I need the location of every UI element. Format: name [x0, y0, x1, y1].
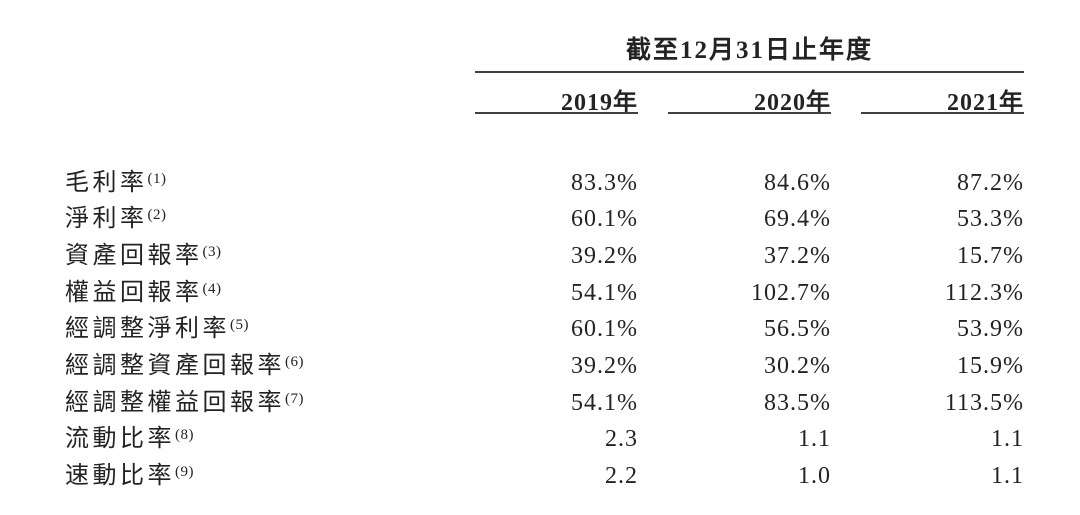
value-2020: 56.5%: [764, 316, 831, 343]
column-header-2020: 2020年: [754, 90, 831, 116]
footnote-ref: (4): [202, 280, 222, 297]
value-2021: 53.3%: [957, 206, 1024, 233]
header-rule: [475, 71, 1024, 73]
table-row: 速動比率(9) 2.2 1.0 1.1: [0, 458, 1080, 495]
column-header-2021: 2021年: [947, 90, 1024, 116]
value-2021: 15.7%: [957, 242, 1024, 269]
value-2020: 30.2%: [764, 353, 831, 380]
column-rule-2019: [475, 112, 638, 114]
period-header: 截至12月31日止年度: [625, 37, 873, 64]
row-label: 經調整資產回報率(6): [65, 348, 304, 385]
value-2019: 39.2%: [571, 353, 638, 380]
footnote-ref: (3): [202, 243, 222, 260]
row-label: 經調整淨利率(5): [65, 311, 249, 348]
table-row: 經調整權益回報率(7) 54.1% 83.5% 113.5%: [0, 385, 1080, 422]
value-2020: 1.0: [798, 463, 831, 490]
metric-name: 資產回報率: [65, 242, 203, 269]
row-label: 資產回報率(3): [65, 238, 222, 275]
metric-name: 速動比率: [65, 463, 175, 490]
value-2019: 2.2: [605, 463, 638, 490]
table-row: 權益回報率(4) 54.1% 102.7% 112.3%: [0, 275, 1080, 312]
footnote-ref: (6): [285, 354, 304, 371]
row-label: 流動比率(8): [65, 421, 194, 458]
value-2020: 69.4%: [764, 206, 831, 233]
value-2021: 1.1: [991, 426, 1024, 453]
footnote-ref: (2): [147, 207, 167, 224]
footnote-ref: (5): [230, 317, 249, 334]
table-row: 資產回報率(3) 39.2% 37.2% 15.7%: [0, 238, 1080, 275]
row-label: 速動比率(9): [65, 458, 194, 495]
row-label: 淨利率(2): [65, 201, 167, 238]
value-2020: 84.6%: [764, 169, 831, 196]
value-2019: 2.3: [605, 426, 638, 453]
value-2019: 60.1%: [571, 316, 638, 343]
row-label: 經調整權益回報率(7): [65, 385, 304, 422]
value-2020: 1.1: [798, 426, 831, 453]
footnote-ref: (9): [175, 464, 194, 481]
metric-name: 經調整資產回報率: [65, 353, 285, 380]
table-row: 毛利率(1) 83.3% 84.6% 87.2%: [0, 165, 1080, 202]
footnote-ref: (8): [175, 427, 194, 444]
column-rule-2021: [861, 112, 1024, 114]
value-2020: 83.5%: [764, 389, 831, 416]
table-row: 流動比率(8) 2.3 1.1 1.1: [0, 421, 1080, 458]
metric-name: 流動比率: [65, 426, 175, 453]
value-2021: 113.5%: [944, 389, 1024, 416]
metric-name: 經調整權益回報率: [65, 389, 285, 416]
value-2021: 87.2%: [957, 169, 1024, 196]
footnote-ref: (7): [285, 390, 304, 407]
value-2021: 15.9%: [957, 353, 1024, 380]
value-2021: 1.1: [991, 463, 1024, 490]
metric-name: 毛利率: [65, 169, 148, 196]
table-row: 經調整資產回報率(6) 39.2% 30.2% 15.9%: [0, 348, 1080, 385]
footnote-ref: (1): [147, 170, 167, 187]
value-2019: 39.2%: [571, 242, 638, 269]
table-body: 毛利率(1) 83.3% 84.6% 87.2% 淨利率(2) 60.1% 69…: [0, 165, 1080, 495]
column-rule-2020: [668, 112, 831, 114]
value-2019: 60.1%: [571, 206, 638, 233]
row-label: 權益回報率(4): [65, 275, 222, 312]
value-2021: 53.9%: [957, 316, 1024, 343]
value-2019: 54.1%: [571, 389, 638, 416]
value-2019: 83.3%: [571, 169, 638, 196]
value-2020: 37.2%: [764, 242, 831, 269]
row-label: 毛利率(1): [65, 165, 167, 202]
column-header-2019: 2019年: [561, 90, 638, 116]
table-row: 淨利率(2) 60.1% 69.4% 53.3%: [0, 201, 1080, 238]
value-2021: 112.3%: [944, 279, 1024, 306]
metric-name: 權益回報率: [65, 279, 203, 306]
value-2019: 54.1%: [571, 279, 638, 306]
value-2020: 102.7%: [751, 279, 831, 306]
table-row: 經調整淨利率(5) 60.1% 56.5% 53.9%: [0, 311, 1080, 348]
metric-name: 經調整淨利率: [65, 316, 230, 343]
metric-name: 淨利率: [65, 206, 148, 233]
